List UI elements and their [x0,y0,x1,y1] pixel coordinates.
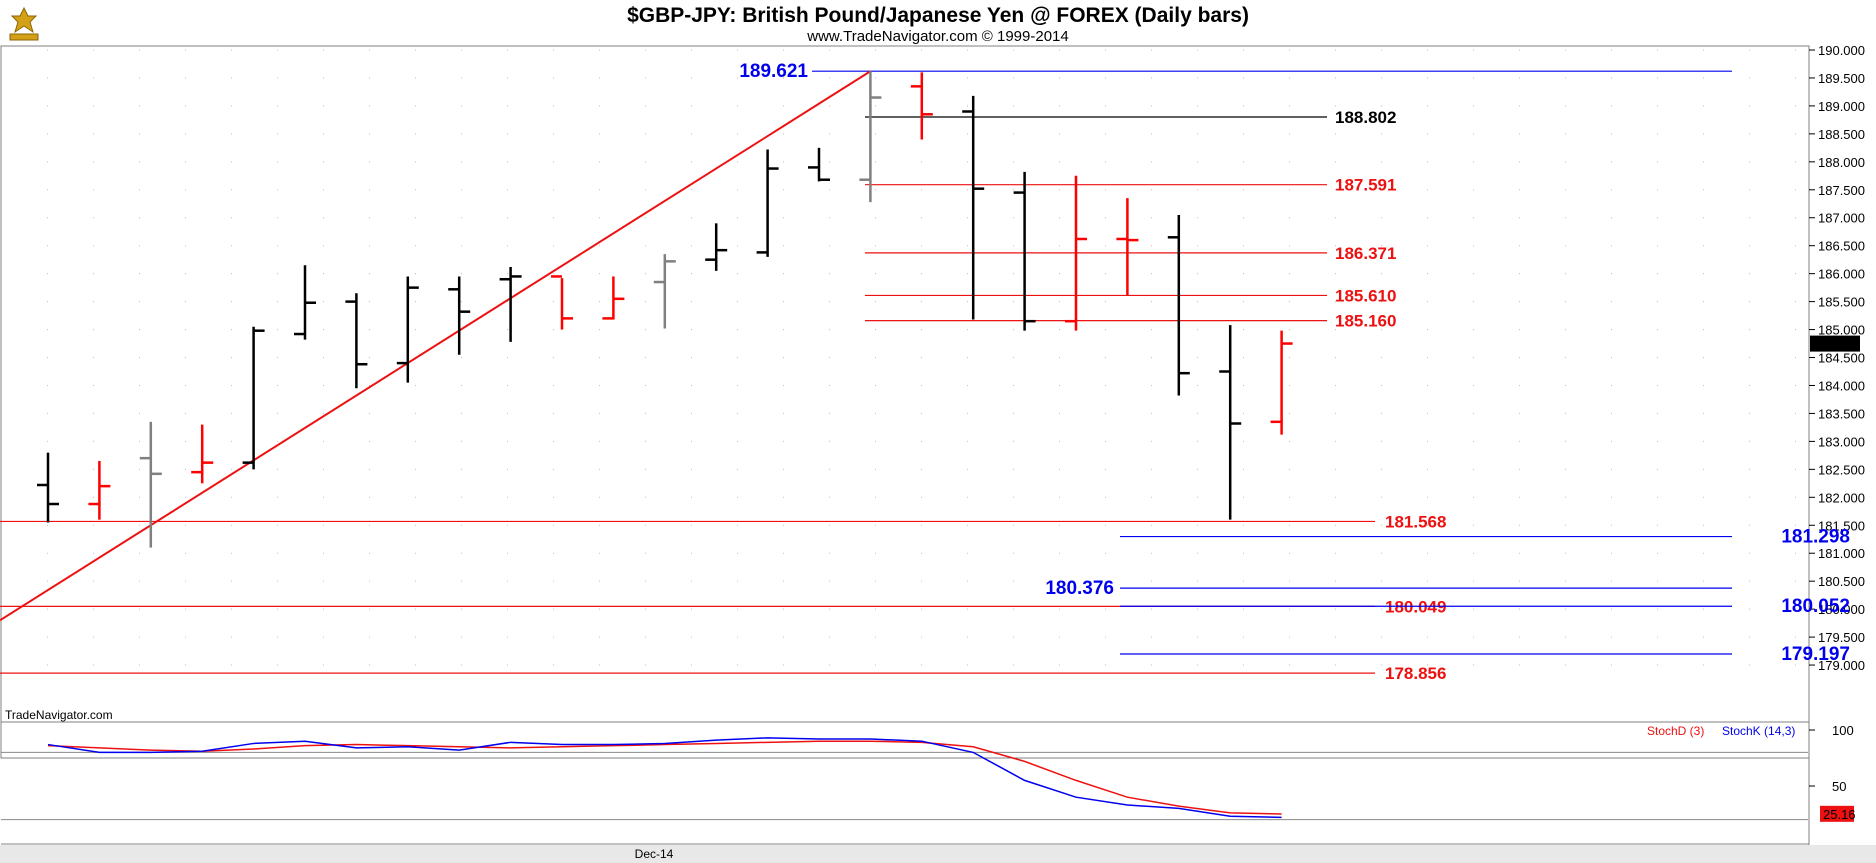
ohlc-bar [499,266,522,342]
ohlc-bar [1013,171,1036,331]
level-label: 186.371 [1335,244,1396,263]
ohlc-bar [705,223,728,271]
ohlc-bar [551,275,573,330]
ohlc-bar [1270,330,1293,435]
price-tick-label: 181.000 [1818,546,1865,561]
ohlc-bar [859,71,882,203]
last-price-label: 184.749 [1813,337,1860,352]
ohlc-bar [294,265,316,340]
last-price-tag [1810,335,1860,352]
x-axis-label: Dec-14 [635,847,674,861]
stoch-k-legend: StochK (14,3) [1722,724,1795,738]
ohlc-bar [653,254,676,329]
price-tick-label: 181.500 [1818,518,1865,533]
ohlc-bar [910,72,933,140]
fib-levels: 189.621 188.802 187.591 186.371 185.610 185.1… [0,61,1850,683]
level-label: 180.052 [1781,596,1850,617]
price-tick-label: 184.000 [1818,378,1865,393]
price-tick-label: 185.000 [1818,323,1865,338]
level-label: 189.621 [739,61,808,82]
ohlc-bar [962,95,985,320]
price-tick-label: 182.000 [1818,490,1865,505]
ohlc-bar [242,326,265,470]
level-label: 187.591 [1335,176,1396,195]
stoch-axis: 100 50 [1,723,1854,821]
price-tick-label: 185.500 [1818,295,1865,310]
stoch-d-legend: StochD (3) [1647,724,1704,738]
ohlc-bar [1116,198,1139,297]
price-tick-label: 189.000 [1818,99,1865,114]
level-label: 180.049 [1385,597,1446,616]
price-tick-label: 190.000 [1818,43,1865,58]
price-tick-label: 183.000 [1818,434,1865,449]
price-tick-label: 188.500 [1818,127,1865,142]
ohlc-bar [448,276,471,355]
price-tick-label: 189.500 [1818,71,1865,86]
level-label: 180.376 [1045,578,1114,599]
ohlc-bar [88,460,111,520]
stoch-tick-label: 50 [1832,779,1846,794]
level-label: 179.197 [1781,644,1850,665]
price-tick-label: 180.500 [1818,574,1865,589]
watermark-label: TradeNavigator.com [5,708,113,722]
stoch-last-tag [1820,805,1854,822]
level-label: 178.856 [1385,664,1446,683]
price-tick-label: 186.000 [1818,267,1865,282]
level-label: 181.298 [1781,527,1850,548]
ohlc-bar [602,276,625,320]
ohlc-bar [139,421,162,548]
ohlc-bar [1065,175,1087,331]
chart-subtitle: www.TradeNavigator.com © 1999-2014 [806,28,1068,45]
level-label: 185.160 [1335,312,1396,331]
price-tick-label: 187.000 [1818,211,1865,226]
price-bars [37,71,1293,548]
price-axis: 190.000 189.500 189.000 188.500 188.000 187.5… [1809,43,1865,673]
ohlc-bar [345,293,368,389]
stoch-lines: 25.16 [47,737,1856,822]
price-tick-label: 186.500 [1818,239,1865,254]
logo-icon [9,6,39,41]
price-tick-label: 180.000 [1818,602,1865,617]
stoch-k-line [47,737,1282,819]
bottom-strip [0,845,1876,863]
price-tick-label: 179.000 [1818,658,1865,673]
ohlc-bar [756,149,779,257]
ohlc-bar [396,276,419,383]
level-label: 181.568 [1385,512,1446,531]
price-tick-label: 183.500 [1818,406,1865,421]
ohlc-bar [1219,325,1242,520]
ohlc-bar [1167,214,1190,396]
stoch-tick-label: 100 [1832,723,1854,738]
chart-title: $GBP-JPY: British Pound/Japanese Yen @ F… [627,4,1249,27]
price-tick-label: 187.500 [1818,183,1865,198]
trendline-segment [0,70,871,622]
last-price-marker: 184.749 [1810,335,1860,352]
ohlc-bar [808,147,830,182]
price-tick-label: 184.500 [1818,351,1865,366]
price-tick-label: 179.500 [1818,630,1865,645]
level-label: 185.610 [1335,286,1396,305]
level-label: 188.802 [1335,108,1396,127]
price-tick-label: 188.000 [1818,155,1865,170]
ohlc-bar [191,424,214,484]
ohlc-bar [37,452,59,523]
stoch-last-label: 25.16 [1823,807,1856,822]
stoch-d-line [47,740,1282,815]
trendline [0,70,871,622]
price-tick-label: 182.500 [1818,462,1865,477]
